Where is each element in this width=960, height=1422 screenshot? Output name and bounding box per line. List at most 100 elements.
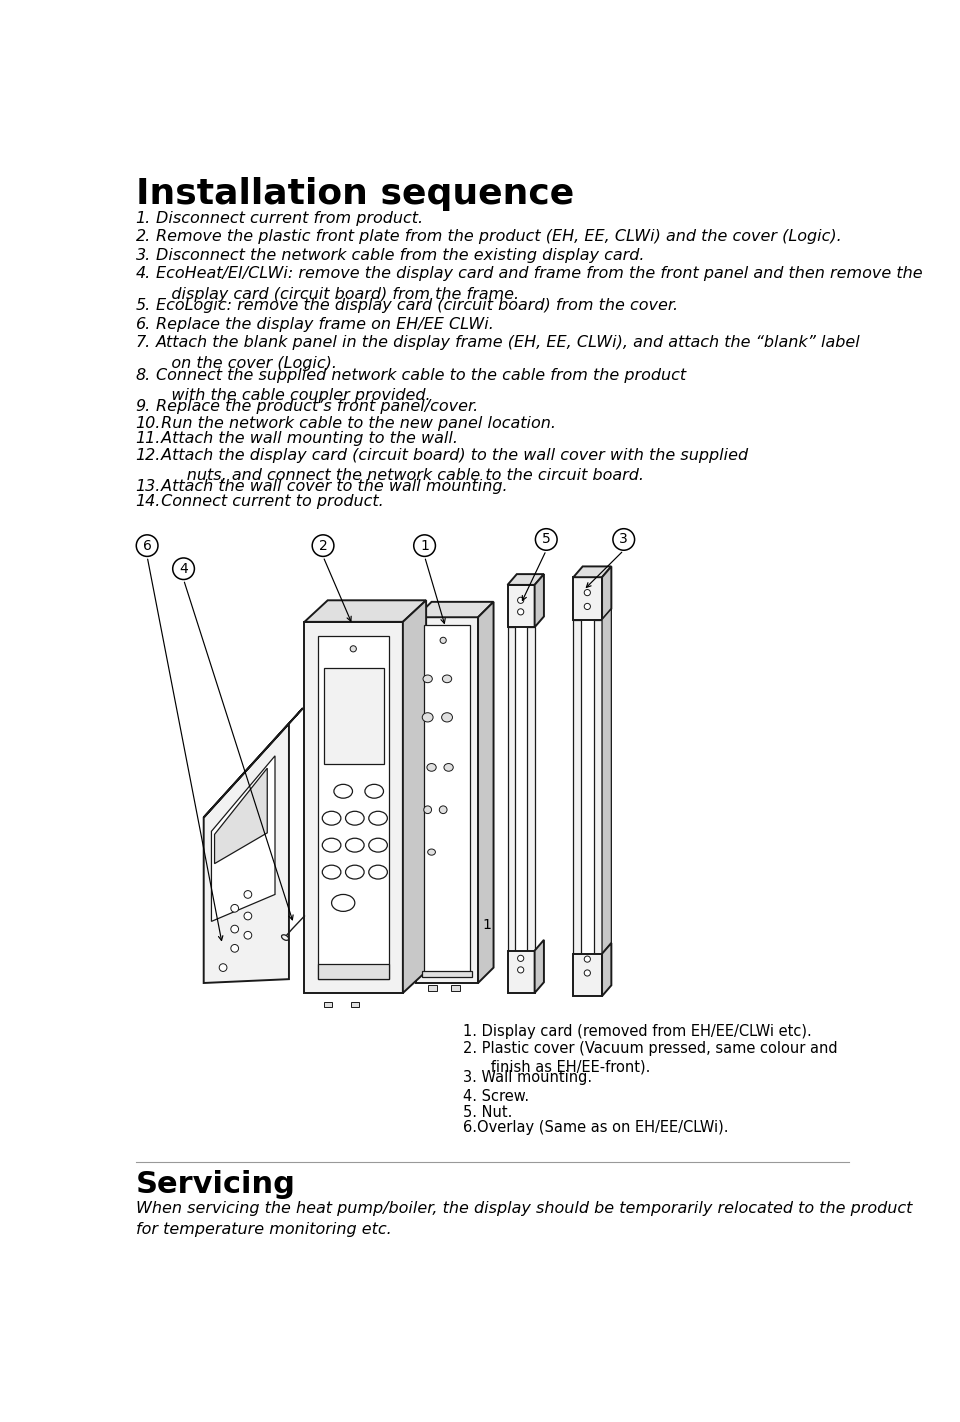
Text: 12.: 12.	[135, 448, 161, 462]
Text: 1: 1	[483, 919, 492, 933]
Polygon shape	[416, 602, 493, 617]
Text: 2.: 2.	[135, 229, 151, 245]
Ellipse shape	[346, 812, 364, 825]
Polygon shape	[204, 724, 289, 983]
Circle shape	[350, 646, 356, 651]
Text: Attach the wall mounting to the wall.: Attach the wall mounting to the wall.	[156, 431, 458, 447]
Text: Attach the display card (circuit board) to the wall cover with the supplied
    : Attach the display card (circuit board) …	[156, 448, 748, 483]
Ellipse shape	[331, 894, 355, 912]
Polygon shape	[423, 624, 470, 975]
Text: 10.: 10.	[135, 415, 161, 431]
Text: Replace the display frame on EH/EE CLWi.: Replace the display frame on EH/EE CLWi.	[156, 317, 493, 331]
Circle shape	[536, 529, 557, 550]
Polygon shape	[594, 620, 602, 954]
Text: Run the network cable to the new panel location.: Run the network cable to the new panel l…	[156, 415, 556, 431]
Text: 3: 3	[619, 532, 628, 546]
Text: 9.: 9.	[135, 398, 151, 414]
Polygon shape	[527, 627, 535, 951]
Text: 5.: 5.	[135, 299, 151, 313]
Text: 11.: 11.	[135, 431, 161, 447]
Circle shape	[244, 890, 252, 899]
Circle shape	[585, 603, 590, 610]
Text: 4. Screw.: 4. Screw.	[463, 1089, 529, 1105]
Polygon shape	[508, 627, 516, 951]
Text: When servicing the heat pump/boiler, the display should be temporarily relocated: When servicing the heat pump/boiler, the…	[135, 1202, 912, 1237]
Text: Attach the wall cover to the wall mounting.: Attach the wall cover to the wall mounti…	[156, 479, 507, 493]
Polygon shape	[508, 584, 535, 627]
Polygon shape	[211, 757, 275, 921]
Polygon shape	[422, 971, 472, 977]
Polygon shape	[573, 577, 602, 620]
Text: Attach the blank panel in the display frame (EH, EE, CLWi), and attach the “blan: Attach the blank panel in the display fr…	[156, 336, 860, 371]
Polygon shape	[535, 940, 544, 993]
Text: Replace the product’s front panel/cover.: Replace the product’s front panel/cover.	[156, 398, 478, 414]
Text: 1. Display card (removed from EH/EE/CLWi etc).: 1. Display card (removed from EH/EE/CLWi…	[463, 1024, 811, 1039]
Text: 6.Overlay (Same as on EH/EE/CLWi).: 6.Overlay (Same as on EH/EE/CLWi).	[463, 1121, 728, 1135]
Polygon shape	[573, 620, 581, 954]
Text: 2. Plastic cover (Vacuum pressed, same colour and
      finish as EH/EE-front).: 2. Plastic cover (Vacuum pressed, same c…	[463, 1041, 837, 1075]
Ellipse shape	[444, 764, 453, 771]
Polygon shape	[478, 602, 493, 983]
Text: Connect current to product.: Connect current to product.	[156, 493, 383, 509]
Text: 1: 1	[420, 539, 429, 553]
Ellipse shape	[369, 812, 388, 825]
Polygon shape	[304, 600, 426, 621]
Circle shape	[219, 964, 227, 971]
Polygon shape	[319, 636, 389, 980]
Ellipse shape	[281, 934, 289, 940]
Text: 8.: 8.	[135, 368, 151, 383]
Circle shape	[230, 926, 239, 933]
Text: 14.: 14.	[135, 493, 161, 509]
Circle shape	[612, 529, 635, 550]
Ellipse shape	[442, 712, 452, 722]
Polygon shape	[324, 668, 383, 764]
Ellipse shape	[443, 675, 452, 683]
Text: EcoLogic: remove the display card (circuit board) from the cover.: EcoLogic: remove the display card (circu…	[156, 299, 678, 313]
Ellipse shape	[369, 865, 388, 879]
Polygon shape	[214, 768, 267, 863]
Ellipse shape	[427, 764, 436, 771]
Text: 5. Nut.: 5. Nut.	[463, 1105, 512, 1119]
Polygon shape	[602, 566, 612, 620]
Polygon shape	[535, 574, 544, 627]
Ellipse shape	[346, 838, 364, 852]
Text: Disconnect current from product.: Disconnect current from product.	[156, 210, 422, 226]
Circle shape	[244, 912, 252, 920]
Circle shape	[312, 535, 334, 556]
Ellipse shape	[423, 675, 432, 683]
Circle shape	[585, 970, 590, 975]
Text: 4: 4	[180, 562, 188, 576]
Text: Disconnect the network cable from the existing display card.: Disconnect the network cable from the ex…	[156, 247, 644, 263]
Circle shape	[585, 590, 590, 596]
Bar	[324, 1003, 331, 1007]
Circle shape	[244, 931, 252, 939]
Ellipse shape	[323, 838, 341, 852]
Polygon shape	[573, 566, 612, 577]
Bar	[427, 984, 437, 991]
Text: EcoHeat/EI/CLWi: remove the display card and frame from the front panel and then: EcoHeat/EI/CLWi: remove the display card…	[156, 266, 923, 301]
Circle shape	[230, 904, 239, 912]
Polygon shape	[403, 600, 426, 993]
Polygon shape	[304, 621, 403, 993]
Circle shape	[136, 535, 158, 556]
Text: 4.: 4.	[135, 266, 151, 282]
Bar	[351, 1003, 359, 1007]
Circle shape	[517, 956, 524, 961]
Text: 13.: 13.	[135, 479, 161, 493]
Text: 1.: 1.	[135, 210, 151, 226]
Polygon shape	[602, 609, 612, 954]
Ellipse shape	[422, 712, 433, 722]
Circle shape	[230, 944, 239, 953]
Text: Remove the plastic front plate from the product (EH, EE, CLWi) and the cover (Lo: Remove the plastic front plate from the …	[156, 229, 841, 245]
Ellipse shape	[334, 785, 352, 798]
Bar	[451, 984, 460, 991]
Text: 6.: 6.	[135, 317, 151, 331]
Circle shape	[440, 637, 446, 643]
Ellipse shape	[365, 785, 383, 798]
Ellipse shape	[369, 838, 388, 852]
Text: 3. Wall mounting.: 3. Wall mounting.	[463, 1069, 591, 1085]
Polygon shape	[573, 954, 602, 995]
Text: 3.: 3.	[135, 247, 151, 263]
Ellipse shape	[427, 849, 436, 855]
Polygon shape	[602, 943, 612, 995]
